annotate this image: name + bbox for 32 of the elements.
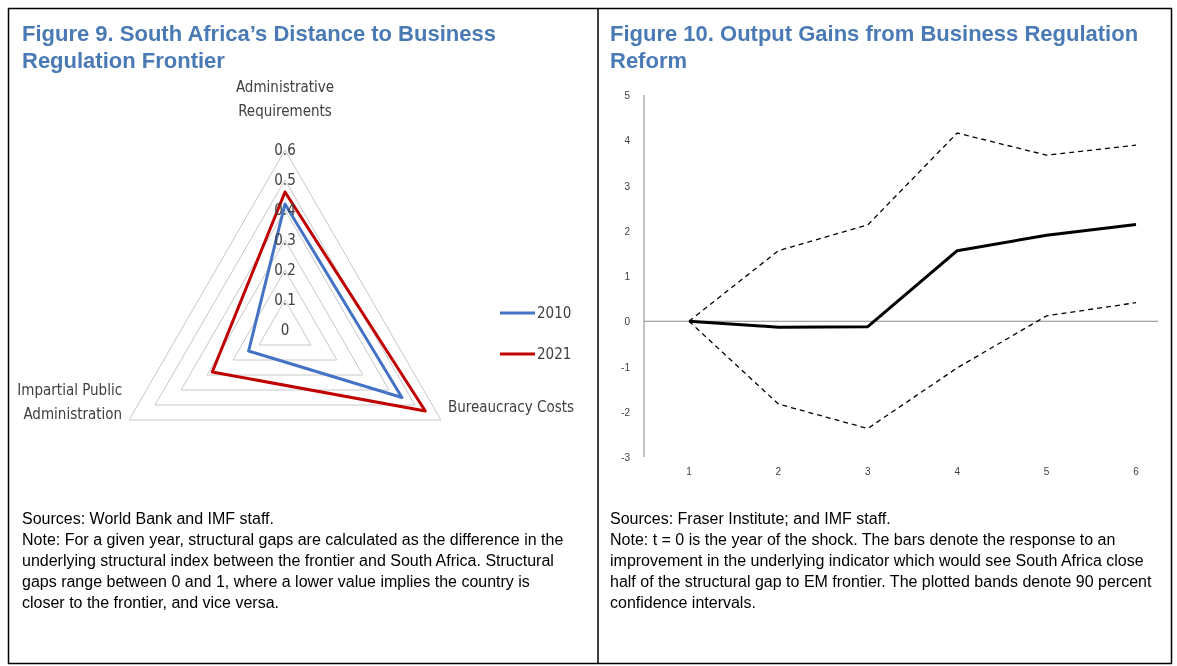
text: Note: For a given year, structural gaps are calculated as the difference in the underlying structural index between the frontier and South Africa. Structural gaps range between 0 and 1, where a lower value implies the country is closer to the frontier, and vice versa.	[22, 531, 564, 611]
x-tick-label: 3	[865, 466, 872, 477]
y-tick-label: 0.2	[274, 261, 296, 279]
y-tick-label: 2	[624, 225, 631, 237]
text: Note: t = 0 is the year of the shock. The bars denote the response to an improvement in the underlying indicator which would see South Africa close half of the structural gap to EM frontier. The plotted bands denote 90 percent confidence intervals.	[610, 531, 1152, 611]
y-tick-label: 0	[280, 321, 290, 339]
chart-title: Figure 10. Output Gains from Business Regulation Reform	[610, 21, 1139, 73]
y-tick-label: 1	[624, 271, 631, 282]
y-tick-label: 0.5	[274, 171, 296, 189]
y-tick-label: 0.4	[274, 201, 296, 219]
y-tick-label: -2	[621, 406, 631, 418]
x-tick-label: 5	[1043, 466, 1050, 477]
y-tick-label: 3	[624, 180, 631, 192]
source-note: Sources: Fraser Institute; and IMF staff.	[610, 510, 891, 527]
x-tick-label: 1	[686, 466, 693, 477]
legend-label: 2010	[537, 304, 572, 322]
source-note: Sources: World Bank and IMF staff.	[22, 510, 274, 527]
y-tick-label: 0.6	[274, 141, 296, 159]
y-tick-label: 5	[624, 90, 631, 101]
y-tick-label: -1	[621, 361, 631, 373]
y-tick-label: 4	[624, 135, 631, 147]
x-tick-label: 2	[775, 466, 782, 477]
y-tick-label: 0	[624, 316, 631, 328]
x-tick-label: 4	[954, 466, 961, 477]
y-tick-label: 0.1	[274, 291, 296, 309]
x-tick-label: 6	[1133, 466, 1140, 477]
spoke-label: Impartial Public Administration	[17, 381, 123, 423]
spoke-label: Administrative Requirements	[235, 78, 335, 120]
y-tick-label: -3	[621, 452, 631, 463]
chart-title: Figure 9. South Africa’s Distance to Business Regulation Frontier	[22, 21, 496, 73]
spoke-label: Bureaucracy Costs	[447, 398, 574, 416]
legend-label: 2021	[537, 345, 572, 363]
